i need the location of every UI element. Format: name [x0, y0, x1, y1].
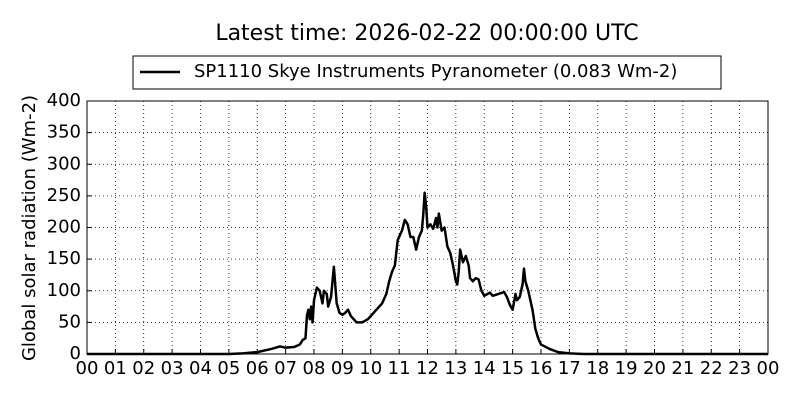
y-tick-label: 350 [47, 122, 81, 143]
y-axis-label: Global solar radiation (Wm-2) [19, 95, 40, 361]
y-tick-label: 200 [47, 217, 81, 238]
x-tick-label: 03 [161, 358, 184, 379]
x-tick-label: 17 [558, 358, 581, 379]
legend-label: SP1110 Skye Instruments Pyranometer (0.0… [194, 61, 677, 82]
x-tick-label: 13 [444, 358, 467, 379]
x-tick-label: 23 [728, 358, 751, 379]
x-tick-label: 00 [757, 358, 780, 379]
x-tick-label: 09 [331, 358, 354, 379]
x-tick-label: 19 [615, 358, 638, 379]
y-tick-label: 150 [47, 248, 81, 269]
x-tick-label: 11 [388, 358, 411, 379]
y-tick-label: 0 [70, 343, 81, 364]
x-tick-label: 00 [76, 358, 99, 379]
y-tick-label: 300 [47, 153, 81, 174]
x-tick-label: 01 [104, 358, 127, 379]
x-tick-label: 15 [501, 358, 524, 379]
y-tick-label: 100 [47, 280, 81, 301]
x-tick-label: 06 [246, 358, 269, 379]
x-tick-label: 05 [217, 358, 240, 379]
x-tick-label: 18 [586, 358, 609, 379]
x-tick-label: 02 [132, 358, 155, 379]
y-tick-label: 400 [47, 90, 81, 111]
y-tick-label: 250 [47, 185, 81, 206]
legend-box [132, 55, 722, 90]
y-tick-label: 50 [58, 311, 81, 332]
x-tick-label: 21 [671, 358, 694, 379]
data-line [87, 191, 768, 356]
x-tick-label: 10 [359, 358, 382, 379]
x-tick-label: 04 [189, 358, 212, 379]
x-tick-label: 16 [530, 358, 553, 379]
x-tick-label: 22 [700, 358, 723, 379]
plot-frame [86, 100, 769, 355]
x-tick-label: 08 [303, 358, 326, 379]
x-tick-label: 20 [643, 358, 666, 379]
chart-title: Latest time: 2026-02-22 00:00:00 UTC [215, 21, 638, 46]
x-tick-label: 14 [473, 358, 496, 379]
x-tick-label: 12 [416, 358, 439, 379]
x-tick-label: 07 [274, 358, 297, 379]
